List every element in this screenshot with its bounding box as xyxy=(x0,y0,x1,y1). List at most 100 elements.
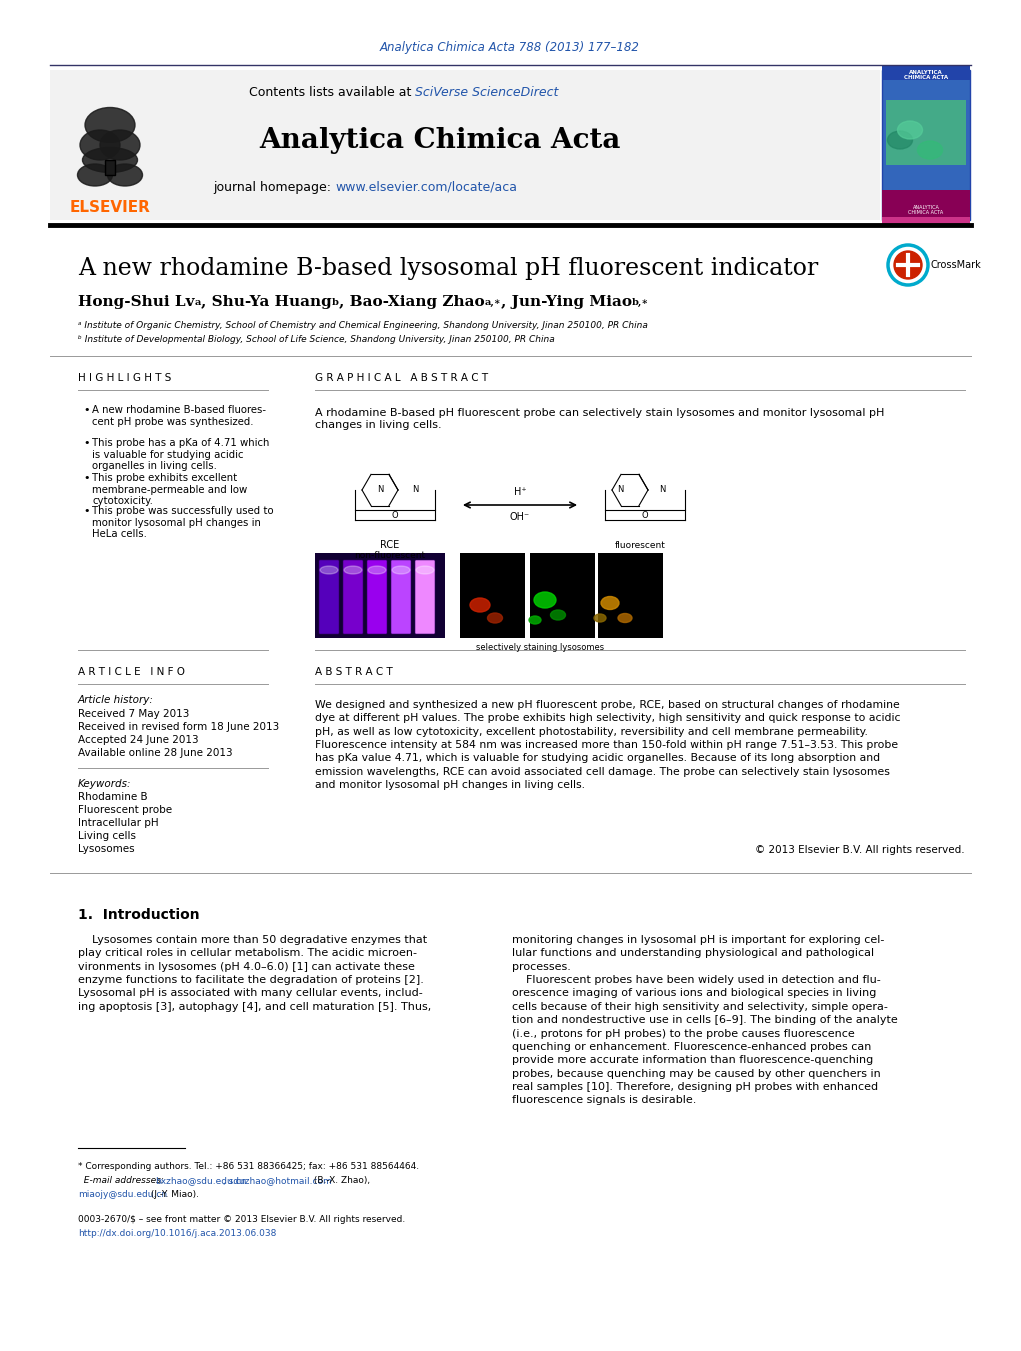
Ellipse shape xyxy=(320,566,338,574)
Text: (B.-X. Zhao),: (B.-X. Zhao), xyxy=(311,1175,371,1185)
FancyBboxPatch shape xyxy=(882,190,970,220)
FancyBboxPatch shape xyxy=(315,423,965,563)
FancyBboxPatch shape xyxy=(598,553,663,638)
Text: , Jun-Ying Miao: , Jun-Ying Miao xyxy=(500,295,632,309)
FancyBboxPatch shape xyxy=(367,561,387,634)
Ellipse shape xyxy=(100,130,140,159)
FancyBboxPatch shape xyxy=(882,70,970,220)
Text: selectively staining lysosomes: selectively staining lysosomes xyxy=(476,643,604,651)
Ellipse shape xyxy=(85,108,135,142)
Text: monitoring changes in lysosomal pH is important for exploring cel-
lular functio: monitoring changes in lysosomal pH is im… xyxy=(512,935,897,1105)
Text: b: b xyxy=(332,299,339,307)
Text: H I G H L I G H T S: H I G H L I G H T S xyxy=(78,373,172,382)
Text: We designed and synthesized a new pH fluorescent probe, RCE, based on structural: We designed and synthesized a new pH flu… xyxy=(315,700,901,790)
Ellipse shape xyxy=(487,613,502,623)
Text: A B S T R A C T: A B S T R A C T xyxy=(315,667,393,677)
Text: OH⁻: OH⁻ xyxy=(509,512,530,521)
Text: Analytica Chimica Acta: Analytica Chimica Acta xyxy=(259,127,621,154)
Ellipse shape xyxy=(887,131,913,149)
Text: O: O xyxy=(641,511,648,520)
Text: This probe has a pKa of 4.71 which
is valuable for studying acidic
organelles in: This probe has a pKa of 4.71 which is va… xyxy=(92,438,270,471)
Ellipse shape xyxy=(368,566,386,574)
Text: Contents lists available at: Contents lists available at xyxy=(249,86,415,100)
Text: Keywords:: Keywords: xyxy=(78,780,132,789)
Text: CrossMark: CrossMark xyxy=(930,259,981,270)
Text: G R A P H I C A L   A B S T R A C T: G R A P H I C A L A B S T R A C T xyxy=(315,373,488,382)
FancyBboxPatch shape xyxy=(343,561,363,634)
Text: Fluorescent probe: Fluorescent probe xyxy=(78,805,173,815)
Text: a,∗: a,∗ xyxy=(484,299,500,307)
Text: ANALYTICA
CHIMICA ACTA: ANALYTICA CHIMICA ACTA xyxy=(904,70,949,81)
Ellipse shape xyxy=(550,611,566,620)
Text: N: N xyxy=(411,485,419,494)
Ellipse shape xyxy=(78,163,112,186)
Text: non-fluorescent: non-fluorescent xyxy=(354,551,426,561)
Text: •: • xyxy=(83,473,90,484)
Ellipse shape xyxy=(392,566,410,574)
Text: Intracellular pH: Intracellular pH xyxy=(78,817,158,828)
Text: Living cells: Living cells xyxy=(78,831,136,842)
Circle shape xyxy=(894,251,922,280)
Text: This probe was successfully used to
monitor lysosomal pH changes in
HeLa cells.: This probe was successfully used to moni… xyxy=(92,507,274,539)
Text: N: N xyxy=(377,485,383,494)
FancyBboxPatch shape xyxy=(886,100,966,165)
Ellipse shape xyxy=(897,122,923,139)
Text: ᵇ Institute of Developmental Biology, School of Life Science, Shandong Universit: ᵇ Institute of Developmental Biology, Sc… xyxy=(78,335,554,345)
FancyBboxPatch shape xyxy=(105,159,115,176)
Text: Accepted 24 June 2013: Accepted 24 June 2013 xyxy=(78,735,199,744)
Text: Hong-Shui Lv: Hong-Shui Lv xyxy=(78,295,194,309)
Text: This probe exhibits excellent
membrane-permeable and low
cytotoxicity.: This probe exhibits excellent membrane-p… xyxy=(92,473,247,507)
Text: A R T I C L E   I N F O: A R T I C L E I N F O xyxy=(78,667,185,677)
Text: A rhodamine B-based pH fluorescent probe can selectively stain lysosomes and mon: A rhodamine B-based pH fluorescent probe… xyxy=(315,408,884,430)
Text: Received 7 May 2013: Received 7 May 2013 xyxy=(78,709,189,719)
Ellipse shape xyxy=(918,141,942,159)
Ellipse shape xyxy=(344,566,362,574)
FancyBboxPatch shape xyxy=(882,218,970,226)
Ellipse shape xyxy=(534,592,556,608)
Ellipse shape xyxy=(601,597,619,609)
Text: A new rhodamine B-based fluores-
cent pH probe was synthesized.: A new rhodamine B-based fluores- cent pH… xyxy=(92,405,266,427)
Text: fluorescent: fluorescent xyxy=(615,540,666,550)
Text: Lysosomes: Lysosomes xyxy=(78,844,135,854)
Text: www.elsevier.com/locate/aca: www.elsevier.com/locate/aca xyxy=(335,181,517,193)
Ellipse shape xyxy=(470,598,490,612)
Text: Available online 28 June 2013: Available online 28 June 2013 xyxy=(78,748,233,758)
Text: journal homepage:: journal homepage: xyxy=(213,181,335,193)
FancyBboxPatch shape xyxy=(50,70,880,220)
Ellipse shape xyxy=(594,613,606,621)
Ellipse shape xyxy=(107,163,143,186)
FancyBboxPatch shape xyxy=(882,65,970,80)
Text: •: • xyxy=(83,507,90,516)
Text: N: N xyxy=(659,485,666,494)
Text: (J.-Y. Miao).: (J.-Y. Miao). xyxy=(148,1190,199,1198)
FancyBboxPatch shape xyxy=(391,561,411,634)
Text: ᵃ Institute of Organic Chemistry, School of Chemistry and Chemical Engineering, : ᵃ Institute of Organic Chemistry, School… xyxy=(78,322,648,331)
FancyBboxPatch shape xyxy=(315,553,445,638)
Text: O: O xyxy=(392,511,398,520)
Text: •: • xyxy=(83,438,90,449)
Ellipse shape xyxy=(416,566,434,574)
FancyBboxPatch shape xyxy=(530,553,595,638)
Text: ANALYTICA
CHIMICA ACTA: ANALYTICA CHIMICA ACTA xyxy=(909,204,943,215)
Text: ELSEVIER: ELSEVIER xyxy=(69,200,150,215)
Ellipse shape xyxy=(529,616,541,624)
Text: Lysosomes contain more than 50 degradative enzymes that
play critical roles in c: Lysosomes contain more than 50 degradati… xyxy=(78,935,431,1012)
Text: Analytica Chimica Acta 788 (2013) 177–182: Analytica Chimica Acta 788 (2013) 177–18… xyxy=(380,42,640,54)
Text: b,∗: b,∗ xyxy=(632,299,649,307)
Text: RCE: RCE xyxy=(381,540,399,550)
Text: * Corresponding authors. Tel.: +86 531 88366425; fax: +86 531 88564464.: * Corresponding authors. Tel.: +86 531 8… xyxy=(78,1162,420,1171)
Ellipse shape xyxy=(83,147,138,173)
FancyBboxPatch shape xyxy=(319,561,339,634)
Text: Received in revised form 18 June 2013: Received in revised form 18 June 2013 xyxy=(78,721,280,732)
Text: 0003-2670/$ – see front matter © 2013 Elsevier B.V. All rights reserved.: 0003-2670/$ – see front matter © 2013 El… xyxy=(78,1215,405,1224)
Text: bxzhao@sdu.edu.cn: bxzhao@sdu.edu.cn xyxy=(155,1175,246,1185)
Text: A new rhodamine B-based lysosomal pH fluorescent indicator: A new rhodamine B-based lysosomal pH flu… xyxy=(78,257,818,280)
Text: , Bao-Xiang Zhao: , Bao-Xiang Zhao xyxy=(339,295,484,309)
Text: http://dx.doi.org/10.1016/j.aca.2013.06.038: http://dx.doi.org/10.1016/j.aca.2013.06.… xyxy=(78,1229,277,1238)
FancyBboxPatch shape xyxy=(460,553,525,638)
Text: , Shu-Ya Huang: , Shu-Ya Huang xyxy=(201,295,332,309)
Text: SciVerse ScienceDirect: SciVerse ScienceDirect xyxy=(415,86,558,100)
Text: N: N xyxy=(617,485,623,494)
Text: 1.  Introduction: 1. Introduction xyxy=(78,908,200,921)
Ellipse shape xyxy=(618,613,632,623)
